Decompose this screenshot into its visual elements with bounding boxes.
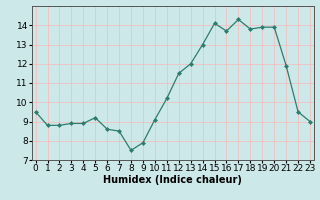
X-axis label: Humidex (Indice chaleur): Humidex (Indice chaleur): [103, 175, 242, 185]
